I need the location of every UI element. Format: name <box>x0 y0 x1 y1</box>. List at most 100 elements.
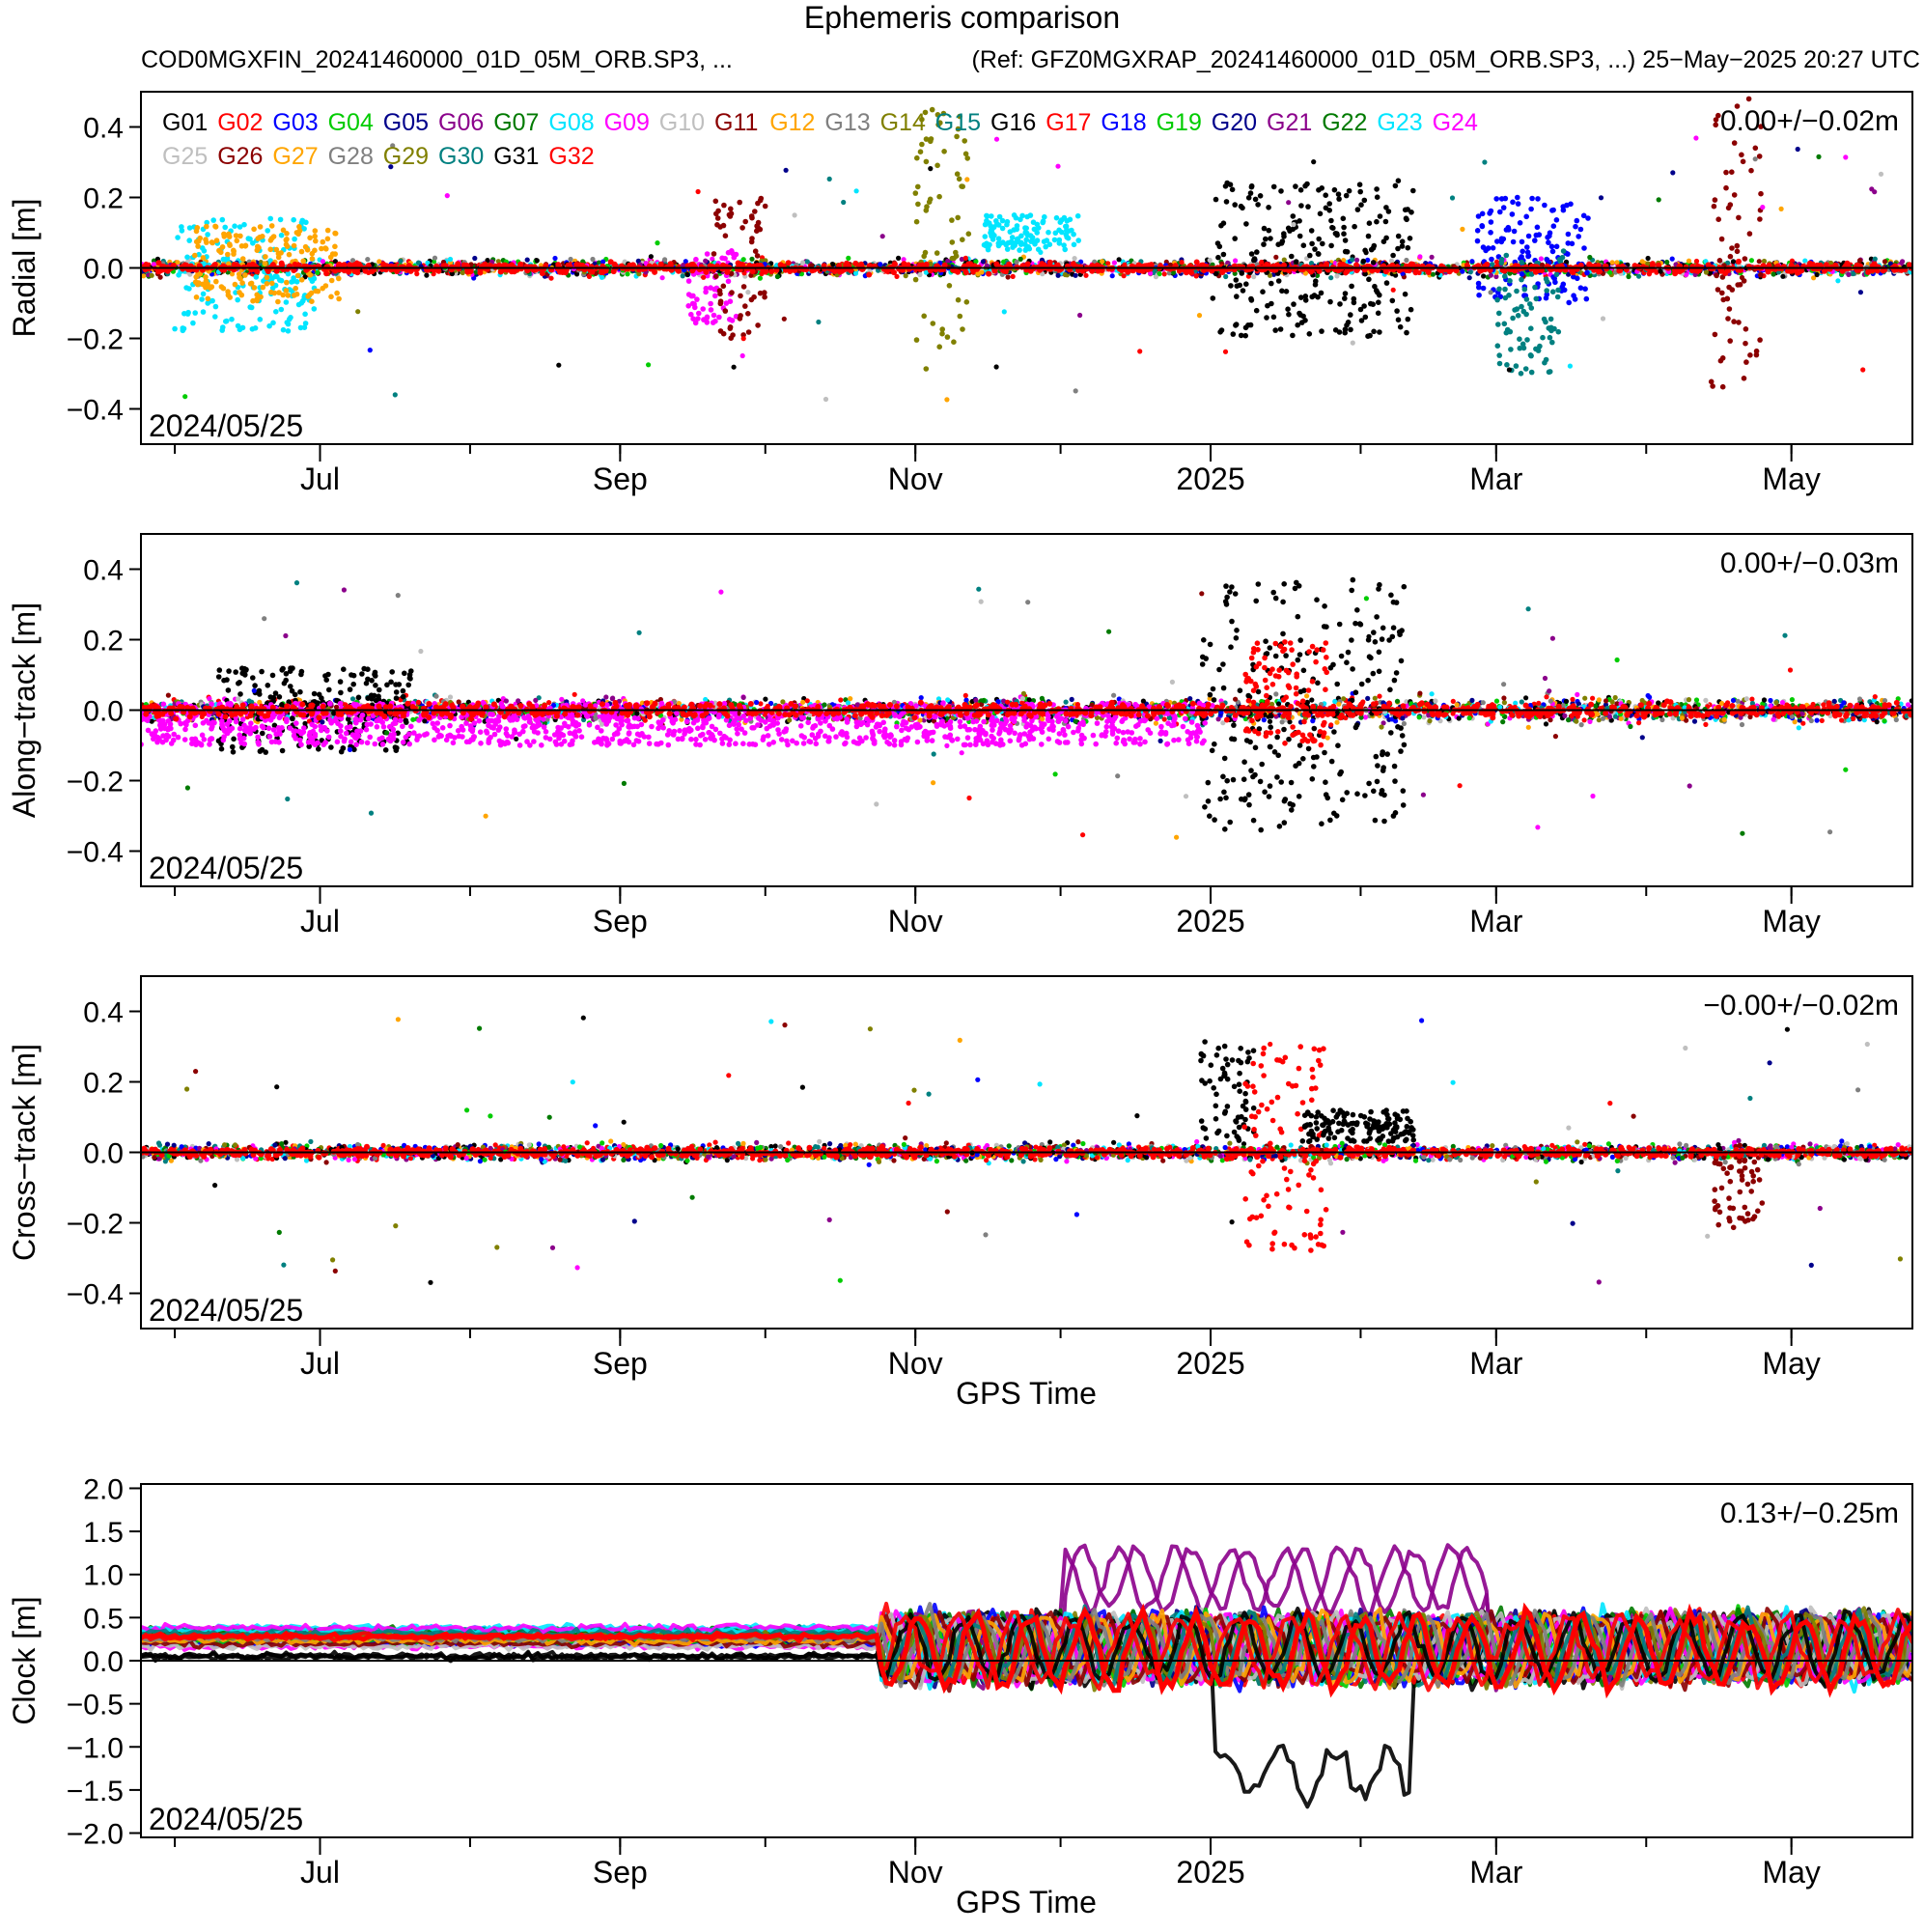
point-g08 <box>1057 219 1064 225</box>
point-g08 <box>181 325 187 332</box>
point-g03 <box>1519 254 1524 260</box>
point-g20 <box>980 259 987 265</box>
point-g03 <box>1488 208 1494 214</box>
point-g03 <box>1524 249 1531 256</box>
point-g26 <box>1753 351 1760 358</box>
point-g12 <box>275 298 281 305</box>
point-g14 <box>919 116 925 123</box>
point-g11 <box>727 213 734 219</box>
point-g12 <box>207 285 213 292</box>
point-g09 <box>708 285 713 291</box>
point-g12 <box>251 226 257 233</box>
point-g01 <box>1481 273 1487 279</box>
point-g04 <box>315 269 321 275</box>
point-g12 <box>263 254 268 260</box>
point-g12 <box>238 292 245 298</box>
point-g15 <box>1501 321 1508 327</box>
point-g16 <box>1238 203 1244 210</box>
point-g21 <box>1077 312 1083 319</box>
point-g08 <box>199 245 206 251</box>
point-g16 <box>1395 233 1402 239</box>
point-g15 <box>1521 286 1528 293</box>
point-g26 <box>1712 197 1718 203</box>
point-g03 <box>1479 210 1486 217</box>
point-g15 <box>1503 252 1510 259</box>
point-g16 <box>1374 194 1380 200</box>
point-g08 <box>186 225 193 231</box>
point-g16 <box>1260 289 1266 295</box>
point-g12 <box>324 227 331 234</box>
point-g15 <box>1514 306 1520 312</box>
point-g16 <box>1302 297 1309 303</box>
point-g14 <box>929 106 935 113</box>
point-g08 <box>1051 237 1058 243</box>
point-g26 <box>1718 236 1725 242</box>
point-g12 <box>203 274 209 280</box>
point-g12 <box>312 233 319 239</box>
point-g16 <box>1237 282 1242 289</box>
point-g03 <box>1577 285 1584 292</box>
point-g03 <box>1489 256 1494 263</box>
point-g23 <box>1835 278 1841 284</box>
point-g17 <box>1789 258 1795 264</box>
point-g08 <box>989 213 994 219</box>
point-g02 <box>1179 260 1185 266</box>
point-g08 <box>212 303 219 310</box>
point-g12 <box>293 285 299 292</box>
point-g05 <box>1270 271 1277 277</box>
point-g12 <box>269 280 275 287</box>
point-g32 <box>1222 349 1229 354</box>
point-g14 <box>954 171 961 177</box>
point-g16 <box>1348 326 1353 333</box>
point-g26 <box>1731 140 1738 146</box>
point-g26 <box>1731 192 1738 198</box>
point-g16 <box>1297 294 1304 300</box>
point-g14 <box>927 196 934 203</box>
point-g12 <box>234 238 240 244</box>
point-g14 <box>912 190 919 196</box>
point-g16 <box>1358 318 1365 323</box>
point-g12 <box>284 231 290 237</box>
point-g12 <box>247 281 254 287</box>
point-g08 <box>995 236 1002 241</box>
point-g32 <box>927 267 934 274</box>
point-g12 <box>334 290 340 296</box>
point-g08 <box>201 261 207 267</box>
point-g16 <box>1228 283 1234 289</box>
point-g16 <box>1277 326 1284 332</box>
point-g08 <box>311 306 318 312</box>
point-g16 <box>1216 243 1223 250</box>
point-g14 <box>965 231 972 237</box>
point-g12 <box>194 225 201 231</box>
point-g16 <box>1327 298 1333 305</box>
point-g08 <box>205 232 210 238</box>
point-g14 <box>922 109 929 116</box>
y-tick-label: 0.4 <box>83 113 124 145</box>
point-g03 <box>1525 233 1532 239</box>
point-g03 <box>1490 244 1496 251</box>
point-g16 <box>1335 191 1342 197</box>
point-g08 <box>192 310 198 316</box>
point-g32 <box>1382 268 1389 275</box>
point-g24 <box>710 256 715 262</box>
point-g12 <box>239 280 245 286</box>
point-g26 <box>1741 278 1747 284</box>
point-g12 <box>267 246 274 253</box>
point-g08 <box>1023 225 1029 232</box>
point-g03 <box>1580 212 1587 219</box>
point-g12 <box>254 296 260 302</box>
point-g32 <box>610 268 617 275</box>
point-g16 <box>1268 236 1273 241</box>
point-g06 <box>879 234 885 239</box>
point-g24 <box>1693 135 1699 141</box>
point-g15 <box>1549 289 1556 295</box>
point-g16 <box>1232 236 1238 241</box>
point-g08 <box>204 219 209 226</box>
point-g32 <box>1046 259 1053 266</box>
point-g12 <box>192 279 199 285</box>
x-tick-label: Nov <box>888 462 943 496</box>
point-g16 <box>1315 251 1322 257</box>
point-g16 <box>1370 260 1377 266</box>
point-g32 <box>1425 269 1432 275</box>
